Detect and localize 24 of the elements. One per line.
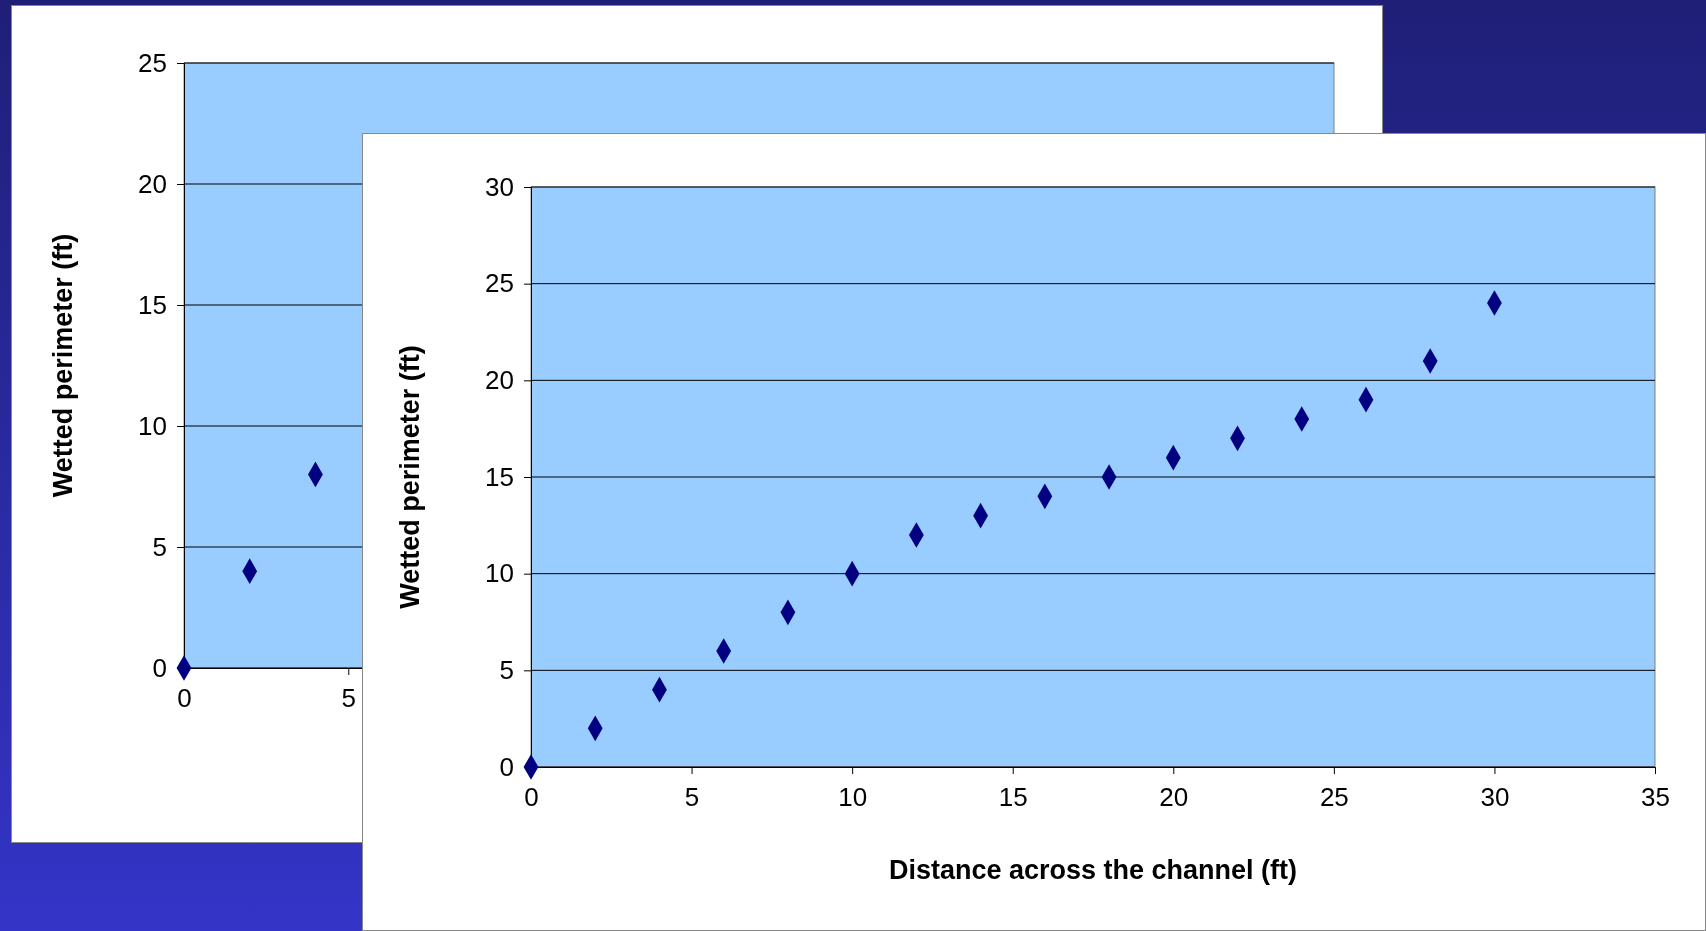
x-tick-label: 0 bbox=[524, 782, 539, 813]
y-tick-label: 20 bbox=[138, 168, 167, 199]
y-axis-title: Wetted perimeter (ft) bbox=[395, 345, 425, 609]
y-tick-label: 25 bbox=[138, 47, 167, 78]
y-tick-label: 0 bbox=[152, 652, 167, 683]
x-tick-label: 5 bbox=[684, 782, 700, 813]
y-tick-label: 5 bbox=[499, 655, 514, 686]
x-tick-label: 25 bbox=[1319, 782, 1349, 813]
x-tick-label: 30 bbox=[1480, 782, 1510, 813]
y-tick-label: 20 bbox=[485, 365, 514, 396]
x-tick-label: 20 bbox=[1159, 782, 1189, 813]
x-tick-label: 15 bbox=[998, 782, 1028, 813]
y-tick-label: 10 bbox=[138, 410, 167, 441]
x-tick-label: 35 bbox=[1641, 782, 1670, 813]
y-tick-label: 0 bbox=[499, 751, 514, 782]
y-tick-label: 15 bbox=[138, 289, 167, 320]
x-tick-label: 10 bbox=[838, 782, 868, 813]
y-tick-label: 30 bbox=[485, 171, 514, 202]
y-tick-label: 10 bbox=[485, 558, 514, 589]
y-axis-title: Wetted perimeter (ft) bbox=[48, 233, 78, 498]
x-axis-title: Distance across the channel (ft) bbox=[888, 855, 1298, 885]
y-tick-label: 5 bbox=[152, 531, 167, 562]
y-tick-label: 25 bbox=[485, 268, 514, 299]
y-tick-label: 15 bbox=[485, 461, 514, 492]
